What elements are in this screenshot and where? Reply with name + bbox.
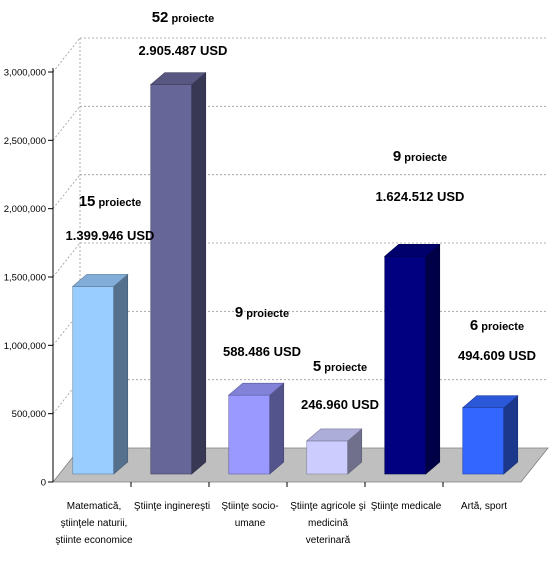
x-tick-label: veterinară	[306, 535, 351, 546]
y-tick-label: 1,500,000	[4, 273, 46, 284]
x-tick-label: Artă, sport	[461, 501, 507, 512]
x-tick-label: umane	[235, 518, 266, 529]
bar-4	[384, 256, 427, 475]
x-tick-label: Matematică,	[67, 501, 121, 512]
y-tick-label: 2,000,000	[4, 204, 46, 215]
x-tick-label: Ştiinţe socio-	[221, 501, 278, 512]
bar-1	[150, 84, 193, 475]
bar-0	[72, 286, 115, 475]
gridline-side	[52, 106, 81, 141]
bar-3	[306, 440, 349, 475]
bar-value-label: 1.624.512 USD	[376, 189, 465, 204]
x-tick-label: ştiinţele naturii,	[61, 518, 128, 529]
bar-value-label: 2.905.487 USD	[139, 43, 228, 58]
bar-top-4	[383, 244, 441, 257]
bar-value-label: 588.486 USD	[223, 344, 301, 359]
bar-value-label: 1.399.946 USD	[66, 228, 155, 243]
bar-5	[462, 407, 505, 475]
y-tick-label: 500,000	[12, 409, 46, 420]
y-tick-label: 1,000,000	[4, 341, 46, 352]
bar-count-label: 9 proiecte	[235, 304, 289, 321]
x-tick-label: medicină	[308, 518, 348, 529]
bar-side-0	[113, 273, 129, 475]
y-tick-label: 3,000,000	[4, 68, 46, 79]
bar-value-label: 494.609 USD	[458, 348, 536, 363]
bar-count-label: 52 proiecte	[152, 9, 215, 26]
bar-top-2	[227, 382, 285, 396]
bar-top-3	[305, 428, 363, 442]
bar-top-0	[71, 274, 129, 287]
x-tick-label: ştiinte economice	[55, 535, 133, 546]
gridline-side	[52, 242, 81, 278]
bar-count-label: 6 proiecte	[470, 317, 524, 334]
bar-count-label: 9 proiecte	[393, 148, 447, 165]
bar-top-1	[149, 72, 207, 85]
bar-side-1	[191, 72, 207, 475]
x-tick-label: Ştiinţe inginereşti	[134, 501, 210, 512]
bar-value-label: 246.960 USD	[301, 397, 379, 412]
bar-side-2	[269, 382, 285, 475]
y-tick-label: 0	[41, 478, 46, 489]
bar-count-label: 15 proiecte	[79, 193, 142, 210]
bar-side-4	[425, 243, 441, 475]
bar-count-label: 5 proiecte	[313, 358, 367, 375]
gridline-side	[52, 174, 81, 209]
bar-2	[228, 394, 271, 475]
y-tick-label: 2,500,000	[4, 136, 46, 147]
gridline-side	[52, 37, 81, 73]
bar-side-5	[503, 395, 519, 475]
bar-top-5	[461, 395, 519, 409]
x-tick-label: Ştiinţe agricole şi	[290, 501, 366, 512]
x-tick-label: Ştiinţe medicale	[371, 501, 442, 512]
